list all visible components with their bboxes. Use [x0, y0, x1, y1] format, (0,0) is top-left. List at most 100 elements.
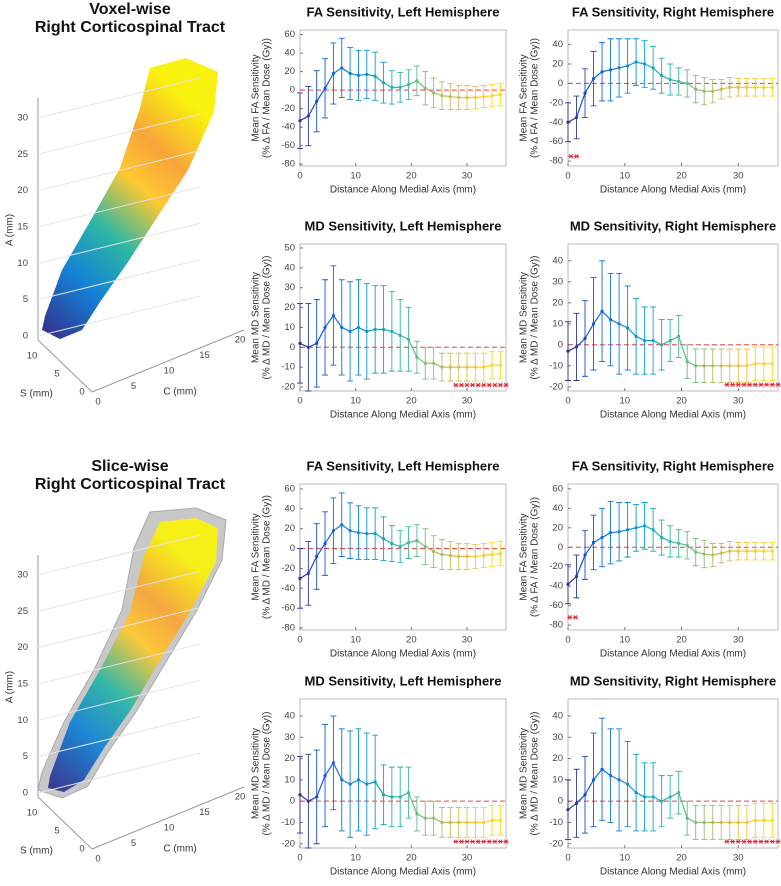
significance-star	[747, 839, 753, 844]
y-tick-label: -40	[281, 583, 295, 594]
mean-line-segment	[601, 532, 611, 539]
mean-line-segment	[333, 67, 343, 74]
y-tick-label: 40	[284, 711, 295, 722]
mean-point	[356, 778, 361, 782]
mean-point	[762, 818, 766, 822]
mean-point	[685, 816, 689, 820]
mean-point	[694, 87, 698, 91]
x-tick-label: 10	[350, 853, 361, 864]
mean-point	[745, 549, 749, 553]
mean-point	[600, 767, 604, 771]
mean-point	[591, 322, 596, 326]
y-axis-label: Mean MD Sensitivity	[519, 272, 530, 363]
mean-point	[685, 360, 689, 364]
mean-point	[498, 363, 503, 367]
mean-line-segment	[575, 554, 586, 577]
mean-point	[390, 795, 394, 799]
y-tick-label: -40	[549, 581, 563, 592]
mean-point	[566, 582, 570, 586]
mean-point	[432, 361, 436, 365]
mean-point	[753, 362, 757, 366]
tick-label: 30	[17, 112, 28, 123]
mean-line-segment	[584, 542, 595, 556]
grid-line	[37, 150, 201, 192]
x-tick-label: 10	[619, 171, 630, 182]
y-tick-label: 0	[290, 543, 295, 554]
mean-line-segment	[601, 310, 611, 321]
y-tick-label: 20	[284, 302, 295, 313]
y-tick-label: 30	[552, 732, 563, 743]
x-axis-label: Distance Along Medial Axis (mm)	[330, 649, 476, 660]
tick-label: 25	[17, 149, 28, 160]
mean-line-segment	[686, 82, 697, 90]
axis-label: A (mm)	[5, 214, 16, 246]
y-tick-label: 50	[284, 242, 295, 253]
significance-star	[464, 382, 470, 388]
mean-point	[323, 86, 327, 90]
mean-point	[566, 120, 570, 124]
x-tick-label: 10	[619, 635, 630, 646]
y-tick-label: 40	[284, 262, 295, 273]
mean-point	[634, 526, 638, 530]
mean-line-segment	[374, 781, 385, 796]
mean-line-segment	[374, 75, 384, 84]
mean-point	[702, 364, 706, 368]
mean-line-segment	[307, 556, 318, 574]
significance-star	[481, 382, 487, 388]
mean-line-segment	[424, 546, 434, 553]
y-tick-label: -60	[281, 140, 295, 151]
y-tick-label: -20	[281, 563, 295, 574]
mean-point	[702, 820, 706, 825]
mean-point	[315, 99, 319, 103]
significance-star	[769, 839, 775, 844]
mean-point	[423, 86, 427, 90]
mean-point	[736, 549, 740, 553]
mean-point	[625, 528, 630, 532]
axis-line	[37, 796, 93, 850]
plot-frame	[567, 698, 779, 849]
tick-label: 15	[17, 678, 28, 689]
y-tick-label: -10	[549, 817, 563, 828]
y-tick-label: 60	[284, 29, 295, 40]
mean-point	[482, 553, 486, 558]
mean-line-segment	[316, 87, 326, 102]
y-tick-label: 40	[552, 255, 563, 266]
mean-point	[600, 70, 604, 74]
mean-point	[574, 801, 579, 805]
mean-point	[498, 818, 503, 822]
mean-point	[574, 345, 579, 349]
x-tick-label: 20	[406, 635, 417, 646]
mean-point	[770, 818, 774, 822]
y-axis-label: (% Δ MD / Mean Dose (Gy))	[262, 495, 273, 619]
mean-point	[668, 339, 672, 343]
mean-point	[694, 820, 698, 825]
mean-point	[608, 531, 613, 535]
chart: MD Sensitivity, Left Hemisphere -20 -10 0 10…	[251, 673, 509, 878]
y-tick-label: 10	[552, 774, 563, 785]
mean-point	[340, 325, 344, 330]
mean-point	[365, 532, 369, 536]
mean-line-segment	[593, 768, 603, 781]
mean-line-segment	[416, 80, 426, 89]
grid-line	[37, 186, 201, 228]
mean-line-segment	[383, 538, 393, 545]
mean-point	[617, 530, 621, 534]
y-tick-label: 0	[290, 85, 295, 96]
mean-point	[348, 71, 352, 76]
tick-label: 0	[23, 788, 28, 799]
mean-point	[711, 89, 715, 93]
significance-star	[758, 382, 764, 388]
grid-line	[37, 679, 201, 721]
mean-point	[465, 95, 469, 100]
mean-line-segment	[316, 327, 326, 344]
x-tick-label: 20	[676, 171, 687, 182]
grid-line	[37, 570, 201, 612]
mean-point	[625, 326, 630, 330]
mean-point	[373, 74, 377, 78]
chart-title: MD Sensitivity, Left Hemisphere	[305, 673, 502, 688]
significance-star	[724, 839, 730, 844]
mean-line-segment	[332, 315, 343, 328]
y-tick-label: 0	[558, 78, 563, 89]
x-axis-label: Distance Along Medial Axis (mm)	[330, 185, 476, 196]
mean-point	[753, 85, 757, 89]
